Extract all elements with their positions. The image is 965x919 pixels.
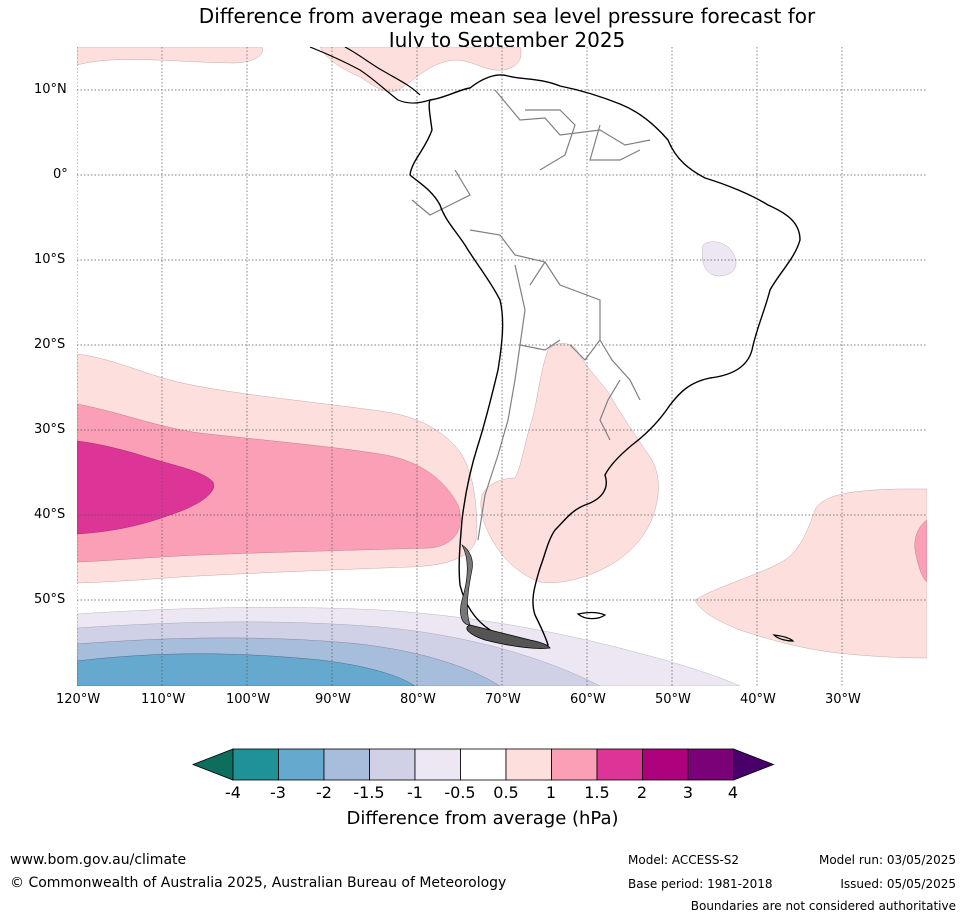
anomaly-area-1.5-pacific [77,440,215,535]
country-borders [411,89,651,541]
chile-fjords [460,544,473,626]
lon-label-80w: 80°W [400,692,436,707]
colorbar-cell [369,748,416,781]
lat-label-30s: 30°S [34,422,66,437]
lon-label-50w: 50°W [655,692,691,707]
footer-url[interactable]: www.bom.gov.au/climate [10,852,187,868]
colorbar-cell [414,748,461,781]
falkland-islands [576,612,607,620]
tierra-del-fuego [466,624,551,649]
lat-label-0: 0° [53,167,68,182]
south-georgia [772,634,795,642]
colorbar-cell [596,748,643,781]
map-title: Difference from average mean sea level p… [0,4,965,52]
lon-label-60w: 60°W [570,692,606,707]
colorbar-tick: -2 [316,783,332,802]
anomaly-area-1-pacific [77,403,461,563]
lat-label-10s: 10°S [34,252,66,267]
anomaly-area-neg-brazil [702,241,737,277]
colorbar-tick: -0.5 [444,783,476,802]
lat-label-50s: 50°S [34,592,66,607]
lon-label-70w: 70°W [485,692,521,707]
lon-label-120w: 120°W [56,692,101,707]
south-america-coastline [409,74,801,647]
colorbar-cell [551,748,598,781]
colorbar-cell [278,748,325,781]
colorbar-tick: -1 [407,783,423,802]
colorbar-tick: 4 [727,783,739,802]
lat-label-10n: 10°N [34,82,67,97]
anomaly-area-neg2-south [77,653,416,686]
footer-issued: Issued: 05/05/2025 [840,877,956,891]
title-line-1: Difference from average mean sea level p… [198,4,816,28]
colorbar-cell [687,748,734,781]
lon-label-40w: 40°W [740,692,776,707]
lon-label-110w: 110°W [141,692,186,707]
footer-base-period: Base period: 1981-2018 [628,877,773,891]
footer-boundaries-note: Boundaries are not considered authoritat… [690,899,956,913]
footer-model: Model: ACCESS-S2 [628,853,740,867]
colorbar-arrow-low [191,748,234,781]
colorbar-tick: 1 [545,783,557,802]
colorbar-tick: -1.5 [353,783,385,802]
lat-label-20s: 20°S [34,337,66,352]
anomaly-area-1-atlantic [914,519,927,583]
colorbar-tick: 3 [682,783,694,802]
footer-copyright: © Commonwealth of Australia 2025, Austra… [10,875,507,891]
anomaly-area-0.5-argentina [480,343,659,583]
footer-model-run: Model run: 03/05/2025 [818,853,956,867]
colorbar-cell [232,748,279,781]
colorbar-tick: 1.5 [584,783,610,802]
colorbar-tick: 2 [636,783,648,802]
colorbar-cell [323,748,370,781]
lon-label-30w: 30°W [825,692,861,707]
pressure-anomaly-map [77,47,927,686]
lon-label-90w: 90°W [315,692,351,707]
central-america-coastline [309,47,431,104]
anomaly-area-0.5-atlantic [694,488,927,659]
colorbar-cell [460,748,507,781]
lon-label-100w: 100°W [226,692,271,707]
graticule [77,47,927,686]
colorbar-cell [642,748,689,781]
colorbar-cell [505,748,552,781]
colorbar-arrow-high [733,748,775,781]
colorbar-tick: 0.5 [493,783,519,802]
anomaly-area-0.5-north-central [319,47,522,92]
colorbar-tick: -4 [225,783,241,802]
colorbar-label: Difference from average (hPa) [346,808,619,829]
colorbar-tick: -3 [270,783,286,802]
lat-label-40s: 40°S [34,507,66,522]
anomaly-area-0.5-north-west [77,47,263,66]
